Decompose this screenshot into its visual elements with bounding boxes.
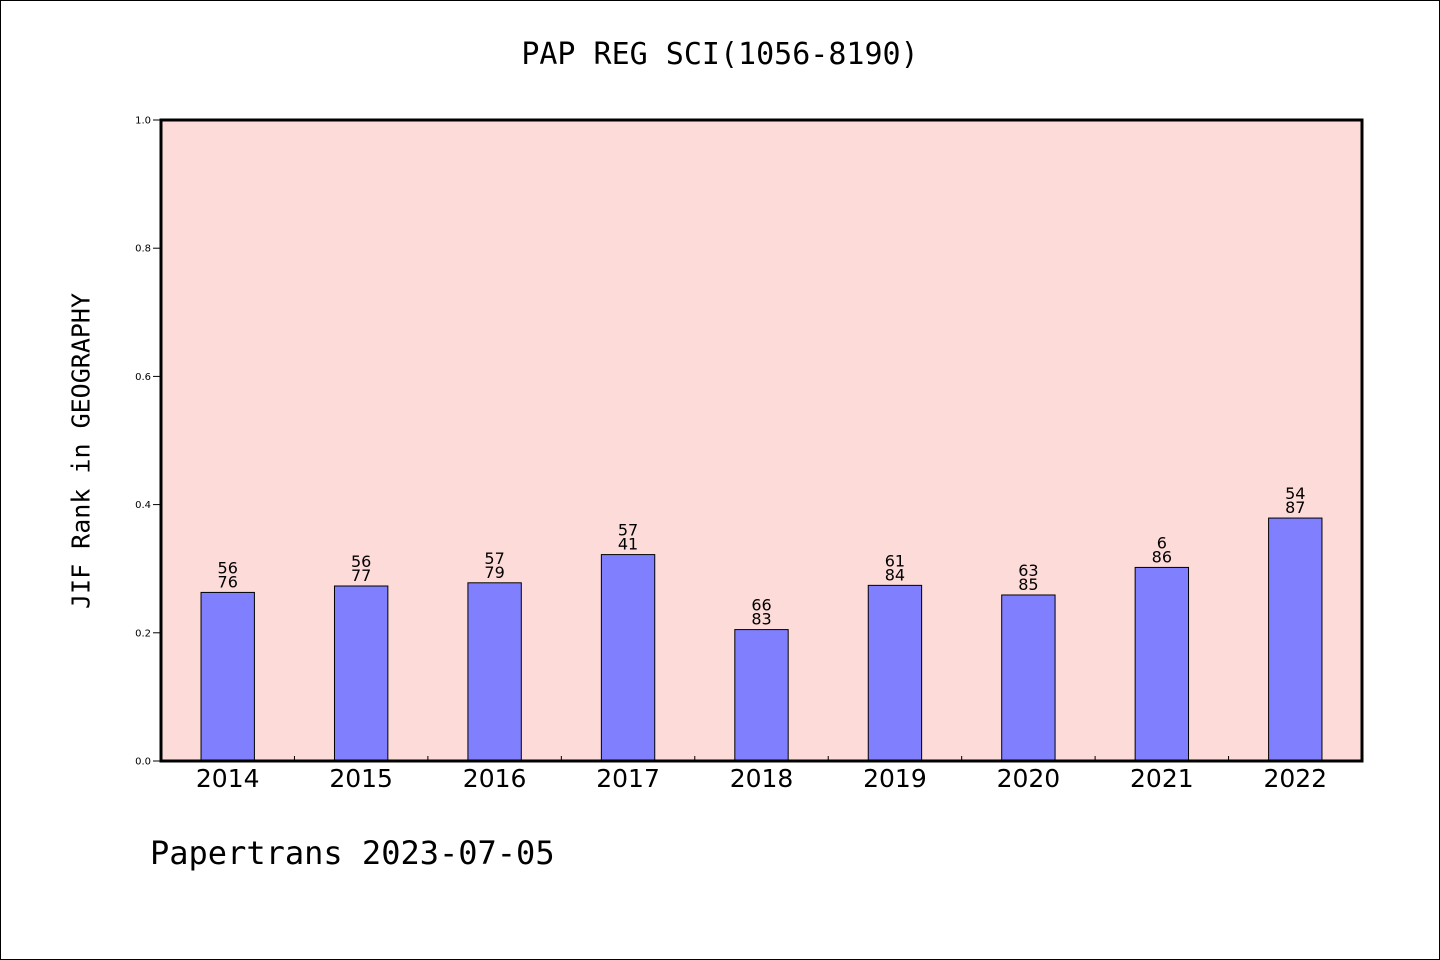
footer-text: Papertrans 2023-07-05	[150, 834, 555, 872]
x-tick-label-2015: 2015	[329, 764, 393, 793]
y-tick-label: 1.0	[135, 116, 151, 127]
x-tick-label-2017: 2017	[596, 764, 660, 793]
y-tick-label: 0.0	[135, 757, 151, 768]
bar-2017	[600, 554, 656, 762]
bar-2022	[1268, 517, 1323, 762]
y-tick-label: 0.6	[135, 372, 151, 383]
bar-label-rank-2018: 66	[751, 596, 771, 615]
bar-label-rank-2020: 63	[1018, 561, 1038, 580]
x-tick-label-2020: 2020	[997, 764, 1061, 793]
x-tick-label-2021: 2021	[1130, 764, 1194, 793]
y-tick-label: 0.2	[135, 628, 151, 639]
bar-2021	[1134, 566, 1190, 762]
bar-label-total-2014: 76	[218, 572, 238, 591]
bar-label-total-2016: 79	[484, 563, 504, 582]
bar-label-rank-2014: 56	[218, 558, 238, 577]
bar-label-rank-2022: 54	[1285, 484, 1305, 503]
bar-2020	[1001, 594, 1056, 762]
chart-title: PAP REG SCI(1056-8190)	[521, 37, 919, 72]
bar-label-total-2015: 77	[351, 566, 371, 585]
bar-2018	[734, 629, 789, 762]
bar-label-total-2017: 41	[618, 535, 638, 554]
bar-2014	[200, 591, 255, 762]
y-tick-label: 0.8	[135, 244, 151, 255]
bar-label-rank-2019: 61	[885, 551, 905, 570]
bar-label-total-2019: 84	[885, 565, 905, 584]
bar-2015	[333, 585, 389, 762]
bar-label-rank-2016: 57	[484, 549, 504, 568]
bar-label-total-2022: 87	[1285, 498, 1305, 517]
bar-label-total-2020: 85	[1018, 575, 1038, 594]
x-tick-label-2014: 2014	[196, 764, 260, 793]
bar-2016	[467, 582, 522, 762]
x-tick-label-2018: 2018	[730, 764, 794, 793]
x-tick-label-2022: 2022	[1263, 764, 1327, 793]
bar-label-rank-2021: 6	[1157, 533, 1167, 552]
x-tick-label-2019: 2019	[863, 764, 927, 793]
bar-label-total-2018: 83	[751, 610, 771, 629]
plot-border	[159, 118, 1364, 763]
bar-label-total-2021: 86	[1152, 547, 1172, 566]
bar-2019	[867, 584, 923, 762]
bar-label-rank-2017: 57	[618, 521, 638, 540]
x-tick-label-2016: 2016	[463, 764, 527, 793]
bar-label-rank-2015: 56	[351, 552, 371, 571]
y-tick-label: 0.4	[135, 500, 151, 511]
